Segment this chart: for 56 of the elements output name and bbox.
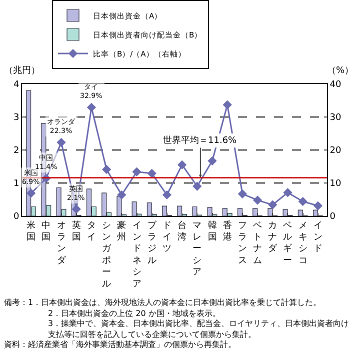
y2-tick-label: 40 <box>330 80 342 90</box>
y2-axis-title: （%） <box>327 66 354 76</box>
x-tick-label: 英国 <box>72 220 81 242</box>
point <box>208 156 217 166</box>
point <box>56 138 66 147</box>
y-tick-label: 2 <box>13 146 20 156</box>
x-tick-label: 米国 <box>26 220 36 242</box>
y-axis-title: （兆円） <box>4 65 40 76</box>
x-tick-label: シンガポール <box>102 220 112 290</box>
x-tick-label: ベルギー <box>283 220 292 266</box>
x-tick-label: ブラジル <box>147 220 158 266</box>
y-tick-label: 0 <box>13 212 20 222</box>
text: 資料：経済産業省「海外事業活動基本調査」の個票から再集計。 <box>4 340 237 350</box>
point <box>192 182 202 191</box>
point <box>298 196 308 206</box>
point <box>283 188 292 198</box>
x-tick-label: 豪州 <box>117 220 126 242</box>
y2-tick-label: 10 <box>330 179 342 190</box>
y-tick-label: 3 <box>13 113 20 124</box>
x-tick-label: タイ <box>86 220 96 242</box>
x-tick-label: マレーシア <box>192 220 202 278</box>
point <box>86 102 96 112</box>
point <box>313 201 322 210</box>
x-tick-label: 香港 <box>222 220 232 242</box>
point <box>72 204 81 214</box>
x-tick-label: 台湾 <box>178 220 187 242</box>
x-tick-label: オランダ <box>56 220 67 266</box>
y-tick-label: 4 <box>13 80 20 90</box>
point <box>26 188 36 198</box>
text: 2．日本側出資金の上位 20 か国・地域を表示。 <box>47 308 222 319</box>
ref-line-label: 世界平均＝11.6% <box>163 135 238 146</box>
y2-tick-label: 0 <box>330 212 336 222</box>
x-tick-label: ベトナム <box>253 220 262 266</box>
point <box>102 164 112 174</box>
y-tick-label: 1 <box>13 179 20 190</box>
point <box>222 100 232 110</box>
x-tick-label: 韓国 <box>208 220 217 242</box>
point <box>178 160 187 170</box>
y2-tick-label: 30 <box>330 113 342 124</box>
x-tick-label: カナダ <box>268 220 278 254</box>
point <box>252 196 262 205</box>
point <box>132 167 142 176</box>
x-tick-label: インド <box>313 220 322 254</box>
text: 備考：1．日本側出資金は、海外現地法人の資本金に日本側出資比率を乗じて計算した。 <box>4 298 322 308</box>
x-tick-label: メキシコ <box>298 220 308 266</box>
x-tick-label: インドネシア <box>132 220 142 290</box>
x-tick-label: ドイツ <box>162 220 172 254</box>
point <box>162 190 172 200</box>
point <box>268 200 278 210</box>
x-tick-label: フランス <box>238 220 247 266</box>
text: 3．操業中で、資本金、日本側出資比率、配当金、ロイヤリティ、日本側出資者向け支払等に回答を記入している企業について個票から集計。 <box>47 319 350 340</box>
point <box>238 189 247 198</box>
x-tick-label: 中国 <box>42 220 51 242</box>
y2-tick-label: 20 <box>330 146 342 156</box>
point <box>117 190 126 200</box>
point <box>147 168 156 178</box>
